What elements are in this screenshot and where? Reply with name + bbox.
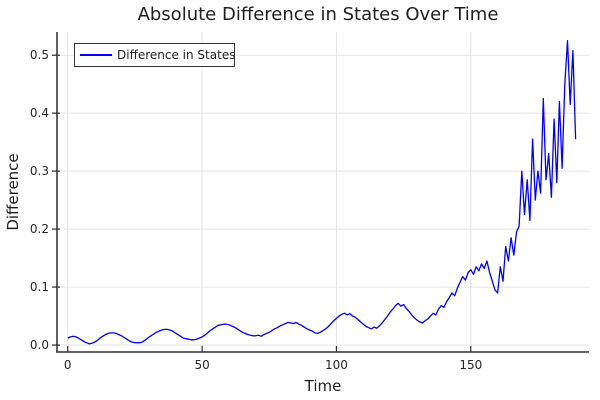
y-tick-label-0.2: 0.2 — [30, 222, 49, 236]
difference-series-line — [67, 40, 577, 345]
x-axis-label: Time — [304, 377, 342, 395]
x-tick-label-50: 50 — [194, 358, 209, 372]
tick-marks — [52, 54, 472, 352]
x-axis-tick-labels: 0 50 100 150 — [64, 358, 482, 372]
y-axis-label: Difference — [4, 153, 22, 230]
grid-lines — [57, 32, 589, 352]
x-tick-label-0: 0 — [64, 358, 72, 372]
legend-entry-label: Difference in States — [117, 48, 235, 62]
y-tick-label-0.3: 0.3 — [30, 164, 49, 178]
legend-box: Difference in States — [74, 43, 235, 67]
x-tick-label-150: 150 — [459, 358, 482, 372]
axes-spines — [56, 32, 589, 353]
y-axis-tick-labels: 0.0 0.1 0.2 0.3 0.4 0.5 — [30, 48, 49, 352]
y-tick-label-0.0: 0.0 — [30, 338, 49, 352]
legend-frame — [74, 43, 235, 67]
x-tick-label-100: 100 — [325, 358, 348, 372]
chart-title: Absolute Difference in States Over Time — [138, 4, 499, 25]
y-tick-label-0.1: 0.1 — [30, 280, 49, 294]
y-tick-label-0.4: 0.4 — [30, 106, 49, 120]
y-tick-label-0.5: 0.5 — [30, 48, 49, 62]
